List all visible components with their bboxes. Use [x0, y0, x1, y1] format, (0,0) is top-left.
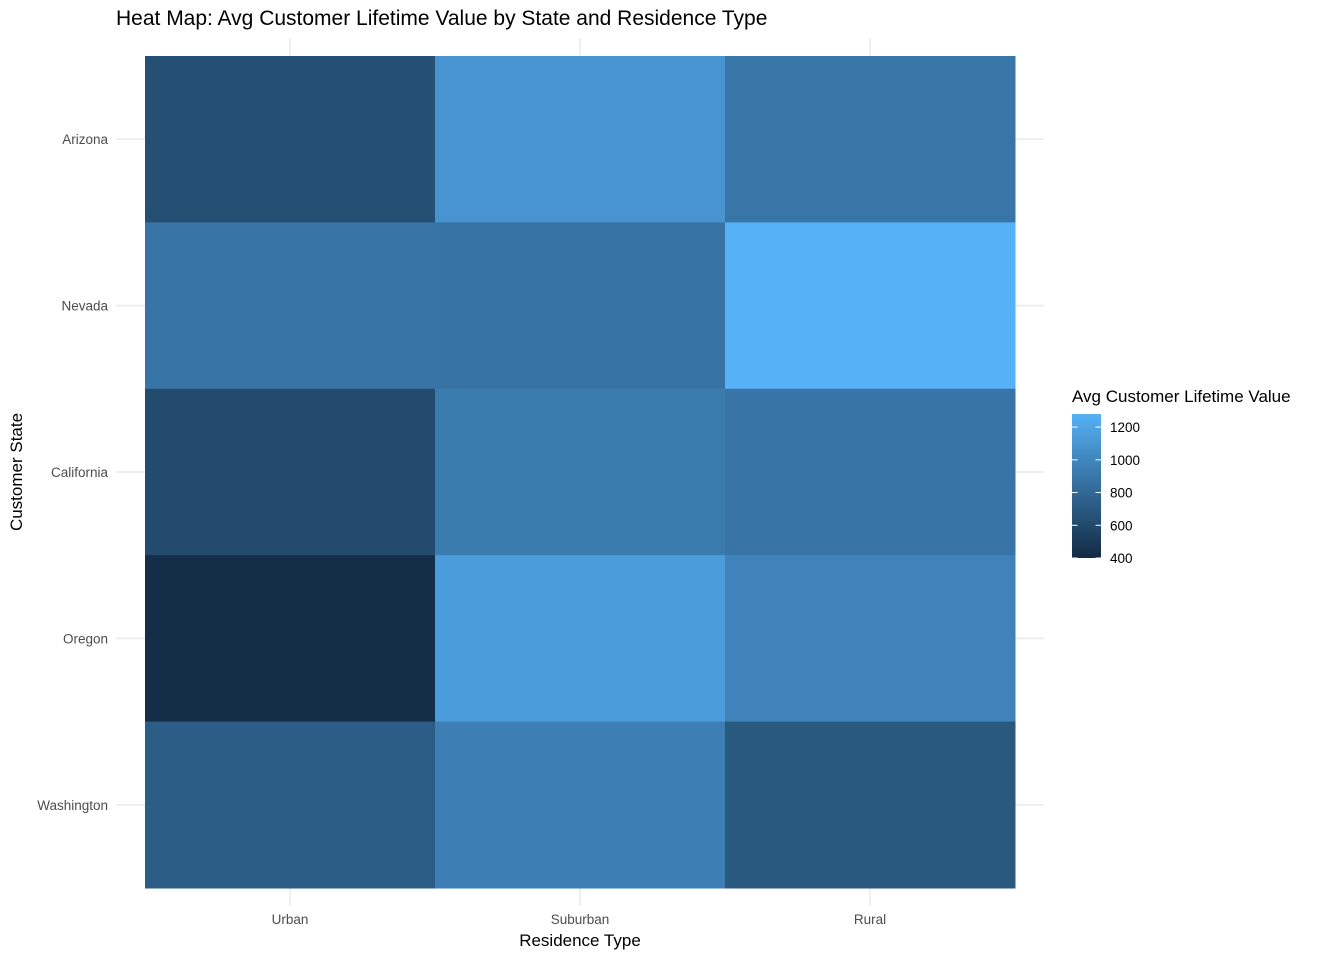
- y-tick-label: Nevada: [61, 299, 108, 314]
- heatmap-cell-washington-suburban: [435, 721, 726, 889]
- heatmap-cell-washington-urban: [145, 721, 436, 889]
- heatmap-cell-oregon-rural: [725, 555, 1016, 723]
- heatmap-cell-nevada-suburban: [435, 222, 726, 390]
- x-tick-label: Suburban: [551, 912, 610, 927]
- y-axis-title: Customer State: [7, 413, 26, 531]
- y-tick-label: California: [51, 465, 109, 480]
- chart-title: Heat Map: Avg Customer Lifetime Value by…: [116, 7, 767, 30]
- y-tick-label: Oregon: [63, 631, 108, 646]
- legend-tick-label: 600: [1110, 518, 1133, 533]
- x-axis-ticks: Urban Suburban Rural: [272, 912, 887, 927]
- legend-title: Avg Customer Lifetime Value: [1072, 387, 1291, 406]
- heatmap-cell-oregon-urban: [145, 555, 436, 723]
- heatmap-cells: [145, 56, 1016, 889]
- y-tick-label: Washington: [37, 798, 108, 813]
- legend-tick-label: 1200: [1110, 420, 1140, 435]
- x-axis-title: Residence Type: [519, 931, 641, 950]
- legend-tick-label: 1000: [1110, 453, 1140, 468]
- legend-tick-label: 800: [1110, 486, 1133, 501]
- x-tick-label: Urban: [272, 912, 309, 927]
- legend-colorbar: [1072, 414, 1101, 558]
- y-axis-ticks: Arizona Nevada California Oregon Washington: [37, 132, 108, 813]
- heatmap-cell-oregon-suburban: [435, 555, 726, 723]
- legend-ticks: 400 600 800 1000 1200: [1072, 420, 1140, 566]
- heatmap-cell-washington-rural: [725, 721, 1016, 889]
- heatmap-cell-california-urban: [145, 388, 436, 556]
- heatmap-cell-california-rural: [725, 388, 1016, 556]
- heatmap-cell-arizona-rural: [725, 56, 1016, 223]
- x-tick-label: Rural: [854, 912, 886, 927]
- color-legend: Avg Customer Lifetime Value 400 600 800 100…: [1072, 387, 1291, 566]
- legend-tick-label: 400: [1110, 551, 1133, 566]
- heatmap-cell-arizona-urban: [145, 56, 436, 223]
- heatmap-cell-california-suburban: [435, 388, 726, 556]
- y-tick-label: Arizona: [62, 132, 108, 147]
- heatmap-cell-nevada-urban: [145, 222, 436, 390]
- heatmap-cell-nevada-rural: [725, 222, 1016, 390]
- heatmap-cell-arizona-suburban: [435, 56, 726, 223]
